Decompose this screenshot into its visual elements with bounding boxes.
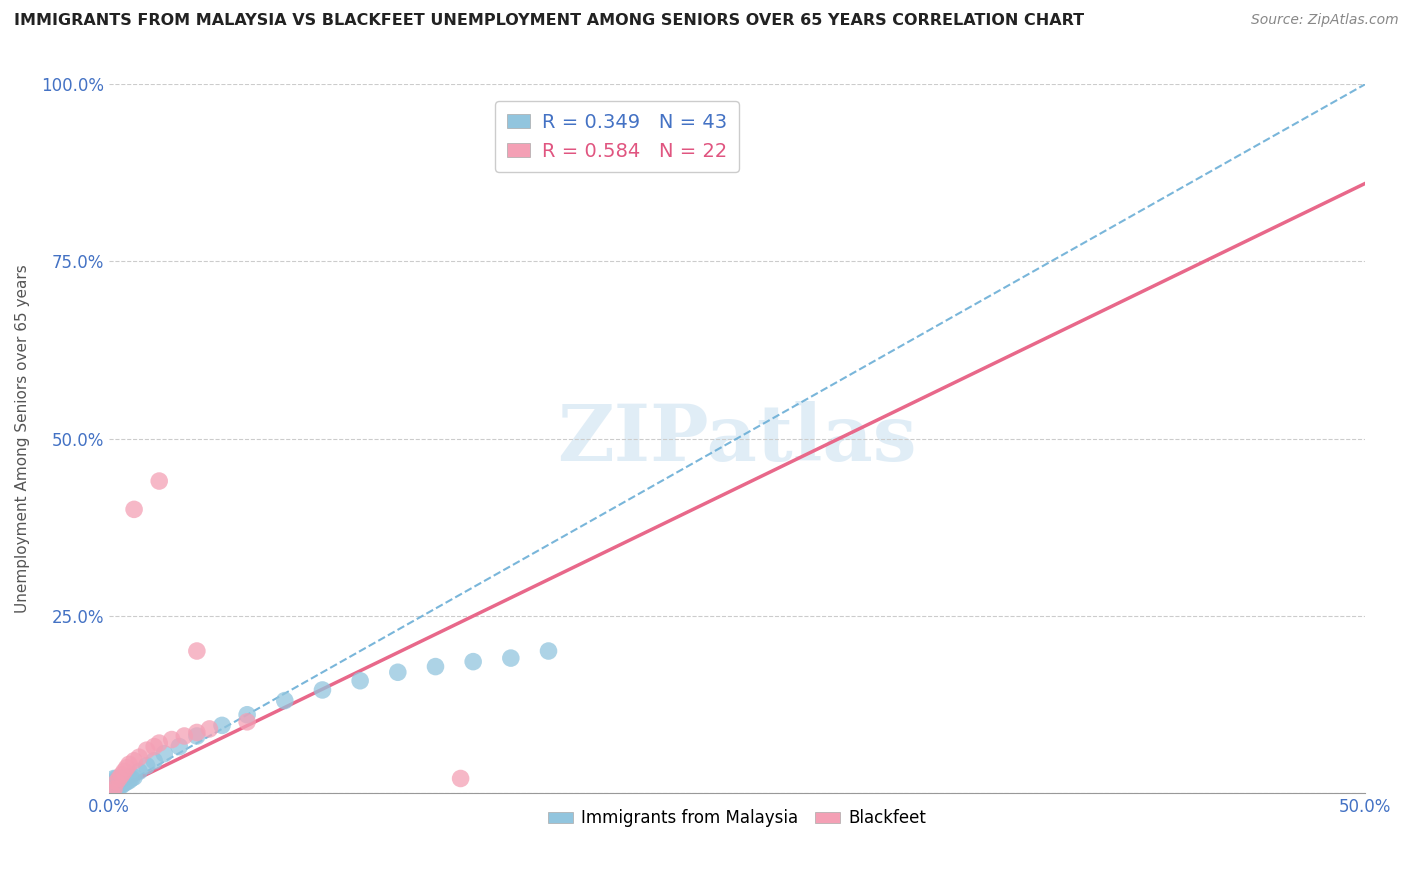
- Point: [387, 665, 409, 680]
- Point: [110, 768, 132, 782]
- Point: [148, 736, 170, 750]
- Point: [103, 779, 125, 793]
- Point: [118, 773, 141, 788]
- Point: [121, 772, 143, 786]
- Point: [100, 780, 122, 795]
- Point: [186, 729, 208, 743]
- Point: [274, 693, 297, 707]
- Point: [105, 775, 128, 789]
- Point: [236, 714, 259, 729]
- Point: [100, 786, 122, 800]
- Point: [112, 772, 135, 787]
- Text: IMMIGRANTS FROM MALAYSIA VS BLACKFEET UNEMPLOYMENT AMONG SENIORS OVER 65 YEARS C: IMMIGRANTS FROM MALAYSIA VS BLACKFEET UN…: [14, 13, 1084, 29]
- Point: [118, 757, 141, 772]
- Point: [108, 780, 131, 794]
- Point: [108, 772, 131, 787]
- Text: Source: ZipAtlas.com: Source: ZipAtlas.com: [1251, 13, 1399, 28]
- Point: [118, 770, 141, 784]
- Point: [173, 729, 195, 743]
- Point: [122, 502, 145, 516]
- Point: [425, 659, 447, 673]
- Legend: Immigrants from Malaysia, Blackfeet: Immigrants from Malaysia, Blackfeet: [541, 803, 932, 834]
- Point: [115, 775, 138, 789]
- Point: [112, 764, 135, 779]
- Point: [349, 673, 371, 688]
- Point: [108, 772, 131, 786]
- Point: [128, 750, 150, 764]
- Point: [110, 775, 132, 789]
- Point: [135, 743, 157, 757]
- Point: [160, 732, 183, 747]
- Point: [100, 786, 122, 800]
- Point: [198, 722, 221, 736]
- Point: [122, 754, 145, 768]
- Point: [100, 783, 122, 797]
- Point: [105, 779, 128, 793]
- Point: [110, 772, 132, 786]
- Point: [103, 775, 125, 789]
- Point: [103, 781, 125, 796]
- Point: [499, 651, 522, 665]
- Point: [153, 747, 176, 761]
- Point: [100, 777, 122, 791]
- Point: [110, 779, 132, 793]
- Point: [135, 758, 157, 772]
- Point: [143, 739, 166, 754]
- Point: [211, 718, 233, 732]
- Point: [112, 776, 135, 790]
- Point: [143, 754, 166, 768]
- Point: [108, 776, 131, 790]
- Point: [148, 474, 170, 488]
- Point: [105, 775, 128, 789]
- Point: [450, 772, 472, 786]
- Y-axis label: Unemployment Among Seniors over 65 years: Unemployment Among Seniors over 65 years: [15, 264, 30, 613]
- Point: [115, 772, 138, 786]
- Point: [105, 782, 128, 797]
- Point: [311, 683, 333, 698]
- Point: [105, 772, 128, 786]
- Point: [122, 770, 145, 784]
- Point: [103, 784, 125, 798]
- Point: [169, 739, 191, 754]
- Point: [537, 644, 560, 658]
- Point: [236, 707, 259, 722]
- Point: [186, 644, 208, 658]
- Point: [115, 761, 138, 775]
- Point: [463, 655, 485, 669]
- Point: [128, 764, 150, 779]
- Point: [186, 725, 208, 739]
- Text: ZIPatlas: ZIPatlas: [557, 401, 917, 476]
- Point: [103, 772, 125, 786]
- Point: [103, 782, 125, 797]
